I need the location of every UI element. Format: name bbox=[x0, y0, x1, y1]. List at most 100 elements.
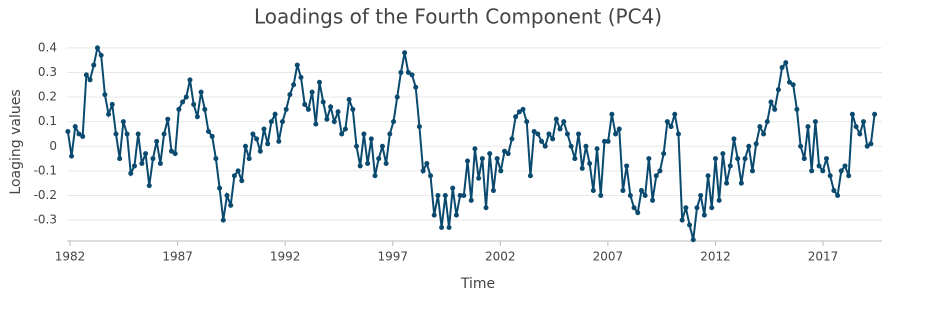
data-point bbox=[838, 168, 844, 174]
data-point bbox=[846, 173, 852, 179]
data-point bbox=[557, 126, 563, 132]
data-point bbox=[757, 124, 763, 130]
data-point bbox=[498, 168, 504, 174]
data-point bbox=[624, 163, 630, 169]
data-point bbox=[161, 131, 167, 137]
y-tick-label: 0.3 bbox=[38, 65, 57, 79]
data-point bbox=[346, 97, 352, 103]
data-point bbox=[579, 165, 585, 171]
data-point bbox=[779, 65, 785, 71]
data-point bbox=[172, 151, 178, 157]
data-point bbox=[342, 126, 348, 132]
data-point bbox=[420, 168, 426, 174]
data-point bbox=[250, 131, 256, 137]
x-tick-label: 2007 bbox=[593, 250, 624, 264]
data-point bbox=[379, 143, 385, 149]
data-point bbox=[228, 202, 234, 208]
data-point bbox=[790, 82, 796, 88]
data-point bbox=[520, 106, 526, 112]
y-tick-label: 0.2 bbox=[38, 90, 57, 104]
data-point bbox=[468, 197, 474, 203]
data-point bbox=[279, 119, 285, 125]
y-tick-label: -0.3 bbox=[34, 213, 57, 227]
data-point bbox=[261, 126, 267, 132]
data-point bbox=[698, 192, 704, 198]
data-point bbox=[801, 156, 807, 162]
x-tick-label: 1992 bbox=[270, 250, 301, 264]
data-point bbox=[143, 151, 149, 157]
data-point bbox=[642, 192, 648, 198]
data-point bbox=[187, 77, 193, 83]
data-point bbox=[716, 197, 722, 203]
data-point bbox=[376, 156, 382, 162]
x-tick-label: 1987 bbox=[162, 250, 193, 264]
x-tick-label: 1997 bbox=[377, 250, 408, 264]
data-point bbox=[120, 119, 126, 125]
data-point bbox=[590, 188, 596, 194]
data-point bbox=[183, 94, 189, 100]
data-point bbox=[853, 124, 859, 130]
data-point bbox=[550, 136, 556, 142]
data-point bbox=[587, 160, 593, 166]
data-point bbox=[487, 151, 493, 157]
data-point bbox=[690, 237, 696, 243]
data-point bbox=[631, 205, 637, 211]
data-point bbox=[568, 143, 574, 149]
data-point bbox=[176, 106, 182, 112]
data-point bbox=[775, 87, 781, 93]
data-point bbox=[180, 99, 186, 105]
data-point bbox=[317, 79, 323, 85]
data-point bbox=[835, 192, 841, 198]
data-point bbox=[91, 62, 97, 68]
data-point bbox=[605, 138, 611, 144]
data-point bbox=[291, 82, 297, 88]
data-point bbox=[531, 129, 537, 135]
data-point bbox=[272, 111, 278, 117]
data-point bbox=[672, 111, 678, 117]
data-point bbox=[535, 131, 541, 137]
data-point bbox=[638, 188, 644, 194]
y-tick-label: 0.4 bbox=[38, 40, 57, 54]
data-point bbox=[731, 136, 737, 142]
data-point bbox=[76, 131, 82, 137]
data-point bbox=[805, 124, 811, 130]
data-point bbox=[165, 116, 171, 122]
data-point bbox=[83, 72, 89, 78]
data-point bbox=[442, 192, 448, 198]
data-point bbox=[265, 141, 271, 147]
data-point bbox=[194, 114, 200, 120]
data-point bbox=[465, 158, 471, 164]
data-point bbox=[687, 222, 693, 228]
data-point bbox=[472, 146, 478, 152]
data-point bbox=[509, 136, 515, 142]
data-point bbox=[135, 131, 141, 137]
data-point bbox=[268, 119, 274, 125]
data-point bbox=[446, 224, 452, 230]
data-point bbox=[361, 131, 367, 137]
data-point bbox=[368, 136, 374, 142]
data-point bbox=[831, 188, 837, 194]
data-point bbox=[746, 143, 752, 149]
data-point bbox=[320, 99, 326, 105]
data-point bbox=[109, 101, 115, 107]
x-tick-label: 2002 bbox=[485, 250, 516, 264]
data-point bbox=[309, 89, 315, 95]
data-point bbox=[616, 126, 622, 132]
data-point bbox=[842, 163, 848, 169]
data-point bbox=[546, 131, 552, 137]
data-point bbox=[431, 212, 437, 218]
data-point bbox=[413, 84, 419, 90]
data-point bbox=[139, 160, 145, 166]
data-point bbox=[365, 160, 371, 166]
data-point bbox=[516, 109, 522, 115]
data-point bbox=[450, 185, 456, 191]
data-point bbox=[198, 89, 204, 95]
x-tick-label: 2017 bbox=[808, 250, 839, 264]
data-point bbox=[823, 156, 829, 162]
data-point bbox=[712, 156, 718, 162]
data-point bbox=[435, 192, 441, 198]
data-point bbox=[675, 131, 681, 137]
chart-title: Loadings of the Fourth Component (PC4) bbox=[254, 5, 662, 29]
